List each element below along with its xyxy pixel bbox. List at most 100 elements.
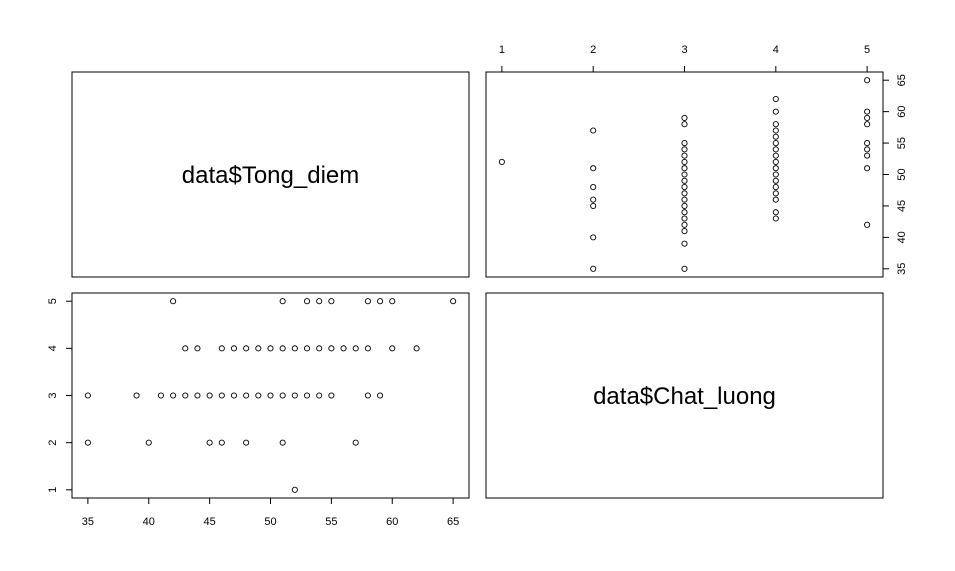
top-tick-label-2: 3 xyxy=(681,44,687,56)
lower-point-5 xyxy=(243,439,250,446)
top-tick-label-3: 4 xyxy=(773,44,779,56)
lower-point-14 xyxy=(206,392,213,399)
panel-lower-scatter xyxy=(71,292,470,499)
left-tick-label-4: 5 xyxy=(47,298,59,304)
lower-point-29 xyxy=(218,345,225,352)
upper-point-29 xyxy=(772,196,779,203)
lower-point-17 xyxy=(243,392,250,399)
upper-point-7 xyxy=(590,127,597,134)
top-tick-label-4: 5 xyxy=(864,44,870,56)
lower-point-24 xyxy=(328,392,335,399)
lower-point-43 xyxy=(413,345,420,352)
upper-point-11 xyxy=(681,221,688,228)
variable-label-tong-diem: data$Tong_diem xyxy=(182,162,359,189)
lower-point-16 xyxy=(230,392,238,399)
upper-point-0 xyxy=(498,158,505,165)
lower-point-12 xyxy=(182,392,189,399)
upper-point-39 xyxy=(772,133,779,140)
upper-point-38 xyxy=(772,140,779,147)
upper-point-31 xyxy=(772,184,779,191)
upper-point-5 xyxy=(590,184,597,191)
upper-point-13 xyxy=(681,209,688,216)
lower-point-7 xyxy=(352,439,359,446)
lower-point-36 xyxy=(303,345,311,352)
lower-point-19 xyxy=(267,392,274,399)
upper-point-8 xyxy=(681,265,688,272)
lower-point-32 xyxy=(255,345,262,352)
bottom-tick-label-0: 35 xyxy=(82,516,94,528)
lower-point-18 xyxy=(255,392,262,399)
upper-point-51 xyxy=(864,108,871,115)
upper-point-24 xyxy=(681,140,688,147)
upper-point-28 xyxy=(772,209,779,216)
upper-point-40 xyxy=(772,127,779,134)
lower-point-51 xyxy=(389,298,396,305)
upper-point-16 xyxy=(681,190,688,197)
upper-point-35 xyxy=(772,158,779,165)
right-tick-label-0: 35 xyxy=(896,263,908,275)
lower-point-20 xyxy=(279,392,286,399)
left-tick-label-0: 1 xyxy=(47,487,59,493)
upper-point-21 xyxy=(681,158,688,165)
lower-point-3 xyxy=(206,439,213,446)
lower-scatter-points xyxy=(84,298,457,493)
lower-point-34 xyxy=(279,345,286,352)
upper-point-23 xyxy=(681,146,688,153)
lower-point-11 xyxy=(170,392,177,399)
upper-point-18 xyxy=(681,177,688,184)
bottom-tick-label-4: 55 xyxy=(325,516,337,528)
lower-point-9 xyxy=(133,392,140,399)
lower-point-6 xyxy=(279,439,286,446)
top-tick-label-0: 1 xyxy=(499,44,505,56)
upper-point-49 xyxy=(864,121,871,128)
lower-point-28 xyxy=(194,345,201,352)
lower-point-35 xyxy=(291,345,298,352)
upper-point-3 xyxy=(590,202,597,209)
upper-point-2 xyxy=(590,234,597,241)
upper-point-9 xyxy=(681,240,688,247)
right-tick-label-3: 50 xyxy=(896,168,908,180)
top-axis-chat-luong: 1 2 3 4 5 xyxy=(499,44,870,72)
lower-point-37 xyxy=(316,345,323,352)
left-tick-label-1: 2 xyxy=(47,440,59,446)
lower-point-0 xyxy=(291,486,298,493)
lower-point-40 xyxy=(352,345,359,352)
upper-point-48 xyxy=(864,140,871,147)
upper-point-27 xyxy=(772,215,779,222)
right-axis-tong-diem: 35 40 45 50 55 60 65 xyxy=(883,74,908,275)
lower-point-8 xyxy=(84,392,91,399)
bottom-tick-label-3: 50 xyxy=(264,516,276,528)
lower-point-26 xyxy=(377,392,384,399)
upper-point-15 xyxy=(681,196,688,203)
bottom-tick-label-1: 40 xyxy=(143,516,155,528)
upper-point-12 xyxy=(681,215,688,222)
lower-point-2 xyxy=(145,439,152,446)
upper-point-30 xyxy=(772,190,779,197)
upper-point-26 xyxy=(681,114,688,121)
upper-point-6 xyxy=(590,165,597,172)
upper-point-10 xyxy=(681,228,688,235)
lower-point-47 xyxy=(316,298,323,305)
upper-point-47 xyxy=(864,146,871,153)
left-axis-chat-luong: 1 2 3 4 5 xyxy=(47,298,72,493)
upper-point-32 xyxy=(772,177,779,184)
left-tick-label-3: 4 xyxy=(47,345,59,351)
right-tick-label-1: 40 xyxy=(896,231,908,243)
lower-point-10 xyxy=(157,392,164,399)
upper-point-4 xyxy=(590,196,597,203)
right-tick-label-6: 65 xyxy=(896,74,908,86)
lower-point-25 xyxy=(364,392,371,399)
upper-point-37 xyxy=(772,146,779,153)
upper-scatter-points xyxy=(498,77,871,272)
right-tick-label-4: 55 xyxy=(896,137,908,149)
upper-point-1 xyxy=(590,265,597,272)
upper-point-45 xyxy=(864,165,871,172)
upper-point-44 xyxy=(864,221,871,228)
lower-point-27 xyxy=(182,345,189,352)
upper-point-52 xyxy=(864,77,871,84)
right-tick-label-5: 60 xyxy=(896,106,908,118)
upper-point-20 xyxy=(681,165,688,172)
panel-diag-tong-diem xyxy=(71,71,470,278)
lower-point-41 xyxy=(364,345,371,352)
